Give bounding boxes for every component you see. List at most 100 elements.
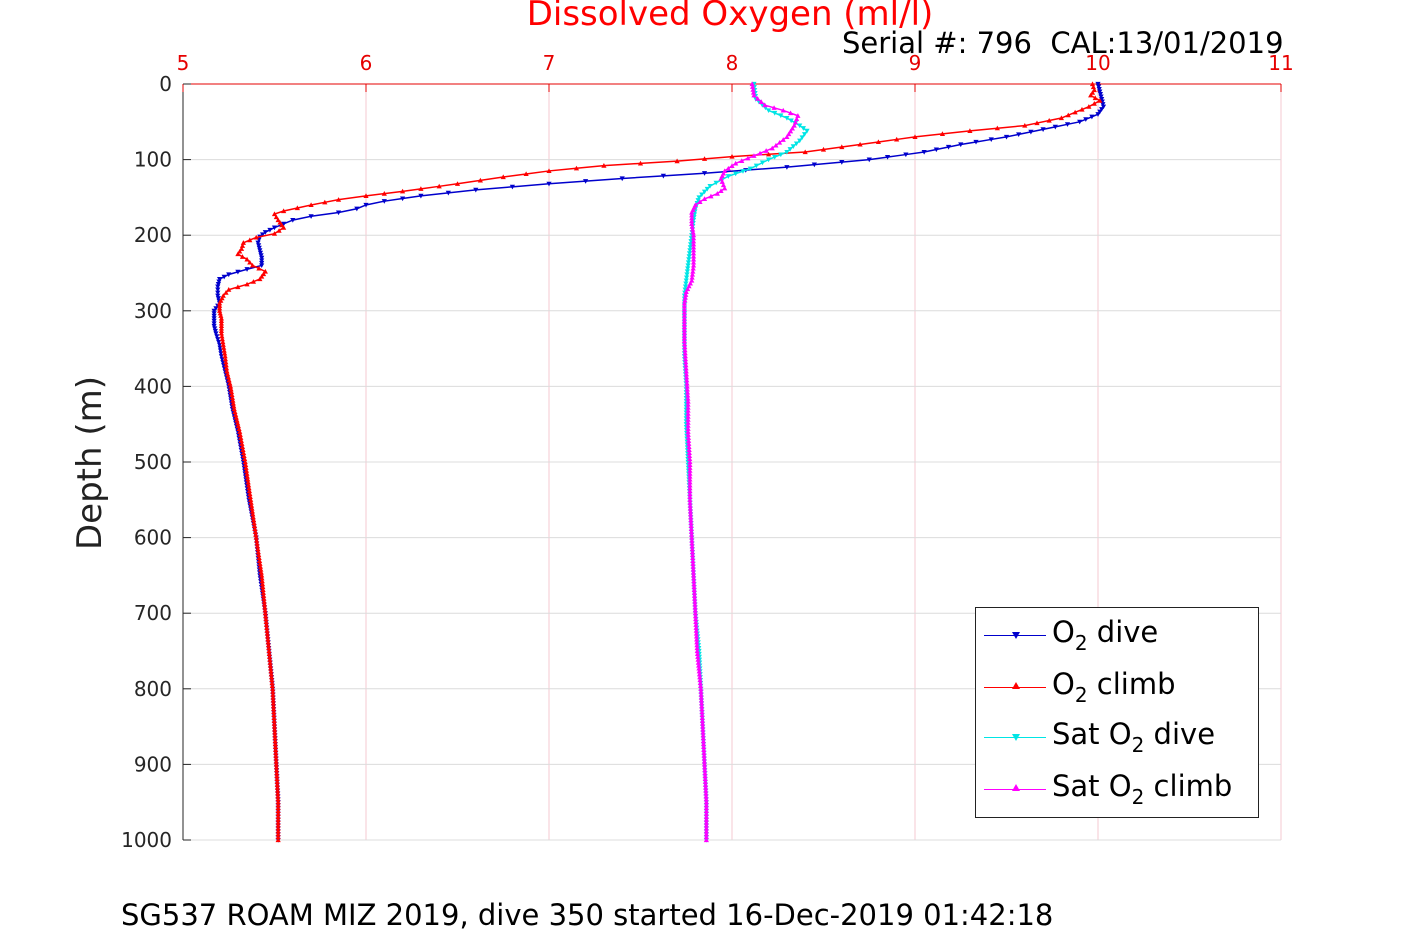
legend-item: O2 dive [984,611,1254,659]
o2-climb-point [218,320,225,326]
x-tick-label: 7 [543,51,556,75]
o2-dive-point [546,181,552,187]
sat-o2-dive-point [778,152,784,158]
sat-o2-climb-point [691,584,697,590]
o2-climb-point [268,671,274,677]
o2-climb-point [245,476,251,482]
sat-o2-climb-point [685,420,691,425]
o2-climb-point [249,508,255,514]
o2-dive-point [933,147,939,153]
o2-climb-point [259,572,265,578]
o2-dive-point [215,293,221,299]
sat-o2-climb-point [702,779,708,784]
sat-o2-climb-point [749,81,755,87]
o2-climb-point [250,511,256,517]
sat-o2-climb-point [687,482,693,488]
sat-o2-dive-point [733,171,739,177]
o2-climb-point [275,796,281,802]
sat-o2-climb-point [690,558,696,563]
sat-o2-climb-point [697,677,703,683]
sat-o2-climb-point [682,294,688,300]
o2-dive-point [903,152,909,158]
o2-dive-point [215,287,221,293]
sat-o2-climb-point [690,247,697,253]
o2-climb-point [266,645,272,651]
sat-o2-climb-point [698,692,704,697]
sat-o2-climb-point [681,329,688,335]
sat-o2-climb-point [689,537,695,543]
sat-o2-dive-point [793,141,800,147]
sat-o2-climb-point [681,318,688,324]
o2-climb-point [274,787,281,793]
o2-dive-point [215,282,221,287]
o2-climb-point [274,773,280,779]
sat-o2-climb-point [689,218,695,224]
sat-o2-climb-point [690,569,697,575]
o2-dive-point [1095,112,1101,117]
o2-dive-point [945,144,952,150]
sat-o2-dive-point [753,163,759,169]
sat-o2-dive-point [704,186,710,192]
sat-o2-climb-point [685,417,691,422]
o2-climb-point [674,158,680,164]
o2-climb-point [912,134,918,139]
sat-o2-climb-point [749,84,756,89]
sat-o2-climb-point [690,555,696,561]
y-tick-label: 200 [134,223,172,247]
o2-climb-point [335,197,342,202]
legend-label: Sat O2 climb [1052,769,1233,809]
o2-dive-point [958,142,964,148]
chart-title: Dissolved Oxygen (ml/l) [526,0,934,34]
o2-climb-point [255,546,261,552]
o2-dive-point [509,184,515,190]
o2-climb-point [218,313,224,318]
o2-climb-point [256,555,262,561]
o2-climb-point [256,552,262,558]
o2-climb-point [235,251,241,257]
o2-climb-point [241,453,247,459]
sat-o2-climb-point [789,125,795,131]
o2-climb-point [271,721,277,726]
sat-o2-dive-point [772,155,778,160]
o2-climb-point [263,616,269,622]
o2-dive-point [211,316,217,321]
o2-climb-point [257,561,263,566]
sat-o2-climb-point [725,165,731,171]
sat-o2-climb-point [755,96,761,101]
sat-o2-climb-point [769,145,775,151]
o2-climb-point [1090,84,1097,90]
chart-legend: O2 dive O2 climb Sat O2 dive Sat O2 climb [975,607,1259,818]
o2-dive-point [259,255,265,261]
legend-item: Sat O2 climb [984,765,1254,813]
sat-o2-climb-point [703,814,709,819]
o2-climb-point [839,144,845,150]
legend-marker [1012,682,1020,689]
sat-o2-climb-point [687,497,693,502]
o2-climb-point [1097,98,1103,103]
o2-climb-point [766,151,772,157]
sat-o2-climb-point [745,155,751,161]
sat-o2-climb-point [701,196,708,201]
o2-climb-point [238,435,244,440]
sat-o2-climb-point [700,729,706,735]
o2-climb-point [217,300,223,306]
o2-climb-point [256,265,262,271]
sat-o2-climb-point [703,802,709,808]
o2-climb-point [275,828,281,834]
o2-climb-point [1079,106,1085,112]
sat-o2-climb-point [691,590,698,595]
o2-dive-point [215,296,221,301]
o2-climb-point [400,188,406,194]
o2-climb-point [244,473,250,479]
o2-climb-point [271,231,278,236]
o2-climb-point [500,174,506,180]
o2-climb-point [220,342,226,347]
sat-o2-climb-point [681,332,688,338]
sat-o2-climb-point [684,389,691,395]
o2-climb-point [272,729,278,735]
sat-o2-climb-point [683,359,689,365]
sat-o2-climb-point [682,344,688,350]
sat-o2-climb-point [682,353,688,359]
o2-climb-point [275,799,281,805]
sat-o2-climb-point [687,462,693,467]
